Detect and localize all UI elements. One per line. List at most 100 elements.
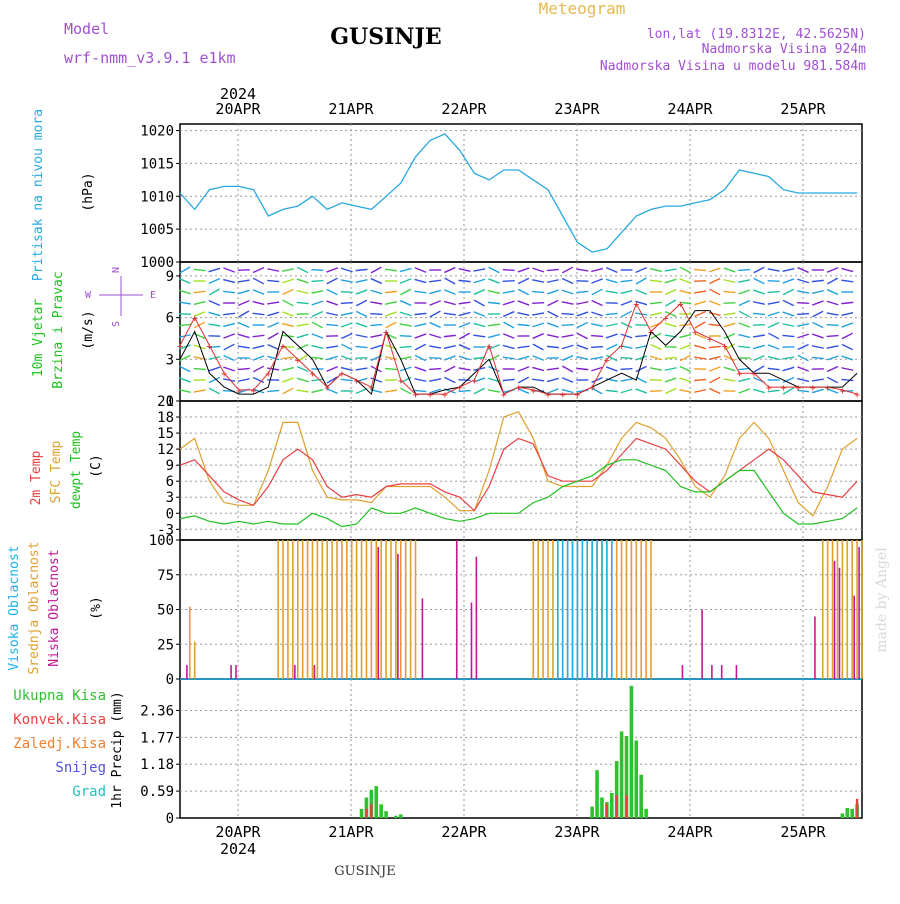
y-tick-label: 1015 [140, 156, 174, 172]
wind-arrow [488, 291, 500, 294]
y-tick-label: 2.36 [140, 703, 174, 719]
precip-bar-total [644, 809, 648, 818]
wind-arrow [268, 345, 279, 350]
wind-arrow [326, 313, 338, 315]
sfc-label: SFC Temp [49, 441, 64, 504]
wind-arrow [753, 345, 765, 348]
wind-arrow [591, 312, 602, 316]
precip-bar-total [635, 741, 639, 818]
wind-arrow [694, 301, 706, 304]
wind-arrow [444, 268, 455, 273]
wind-arrow [223, 313, 235, 314]
top-day-label: 20APR [215, 100, 261, 118]
wind-arrow [223, 280, 235, 283]
y-tick-label: 12 [157, 442, 174, 458]
high-cloud-label: Visoka Oblacnost [7, 545, 22, 670]
wind-arrow [650, 269, 662, 272]
cloud-unit: (%) [89, 596, 104, 619]
wind-arrow [385, 312, 396, 316]
wind-arrow [282, 357, 294, 358]
wind-arrow [533, 356, 544, 360]
wind-arrow [282, 324, 294, 327]
wind-arrow [724, 367, 736, 370]
wind-arrow [312, 322, 323, 328]
wind-arrow [283, 388, 294, 394]
wind-arrow [268, 333, 278, 339]
wind-arrow [238, 334, 250, 337]
wind-arrow [238, 280, 250, 282]
wind-arrow [709, 388, 720, 393]
precip-bar-convective [365, 809, 367, 818]
wind-arrow [783, 367, 795, 370]
wind-arrow [665, 378, 676, 382]
wind-arrow [415, 367, 426, 371]
gust-marker: + [736, 369, 742, 380]
wind-arrow [768, 345, 779, 349]
wind-arrow [209, 367, 220, 371]
wind-arrow [782, 357, 794, 359]
y-tick-label: 3 [166, 352, 174, 368]
precip-bar-total [360, 809, 364, 818]
wind-arrow [694, 291, 706, 293]
wind-arrow [694, 379, 706, 380]
wind-arrow [591, 324, 603, 326]
wind-arrow [812, 280, 824, 281]
wind-arrow [842, 323, 853, 327]
wind-arrow [680, 279, 691, 283]
wind-arrow [415, 355, 426, 360]
y-tick-label: 1020 [140, 124, 174, 140]
wind-arrow [326, 346, 338, 348]
wind-arrow [459, 368, 471, 370]
wind-arrow [400, 347, 412, 348]
wind-arrow [709, 367, 720, 371]
wind-arrow [194, 390, 206, 392]
wind-arrow [635, 335, 647, 336]
model-elevation-label: Nadmorska Visina u modelu 981.584m [600, 59, 866, 74]
wind-arrow [827, 325, 839, 326]
wind-arrow [650, 313, 662, 316]
wind-arrow [753, 313, 765, 314]
wind-arrow [739, 311, 750, 317]
wind-arrow [297, 291, 309, 293]
top-day-label: 24APR [667, 100, 713, 118]
precip-bar-convective [606, 804, 608, 818]
wind-arrow [385, 390, 397, 392]
wind-arrow [341, 292, 353, 293]
wind-arrow [179, 390, 191, 393]
wind-arrow [356, 346, 368, 347]
wind-arrow [841, 268, 853, 271]
wind-arrow [239, 311, 249, 317]
y-tick-label: 75 [157, 568, 174, 584]
wind-arrow [798, 355, 809, 361]
wind-arrow [562, 290, 573, 294]
wind-arrow [267, 390, 279, 391]
wind-arrow [694, 357, 706, 359]
wind-arrow [370, 314, 382, 315]
wind-arrow [533, 344, 543, 350]
wind-arrow [311, 357, 323, 358]
wind-arrow [503, 334, 514, 338]
wind-arrow [606, 291, 618, 293]
y-tick-label: 1.18 [140, 757, 174, 773]
wind-arrow [459, 302, 471, 304]
y-tick-label: 21 [157, 394, 174, 410]
wind-arrow [768, 333, 779, 339]
wind-arrow [754, 267, 765, 272]
y-tick-label: 9 [166, 269, 174, 285]
wind-arrow [282, 269, 294, 271]
wind-arrow [532, 280, 544, 282]
wind-arrow [253, 366, 264, 372]
wind-arrow [459, 345, 470, 350]
wind-arrow [356, 335, 368, 337]
y-tick-label: 15 [157, 426, 174, 442]
wind-arrow [724, 291, 736, 292]
product-title: Meteogram [539, 0, 626, 18]
wind-arrow [209, 388, 220, 393]
precip-legend: Ukupna KisaKonvek.KisaZaledj.KisaSnijegG… [13, 688, 106, 800]
wind-arrow [782, 335, 794, 336]
wind-arrow [650, 391, 662, 392]
wind-arrow [783, 300, 794, 305]
wind-arrow [606, 344, 617, 349]
